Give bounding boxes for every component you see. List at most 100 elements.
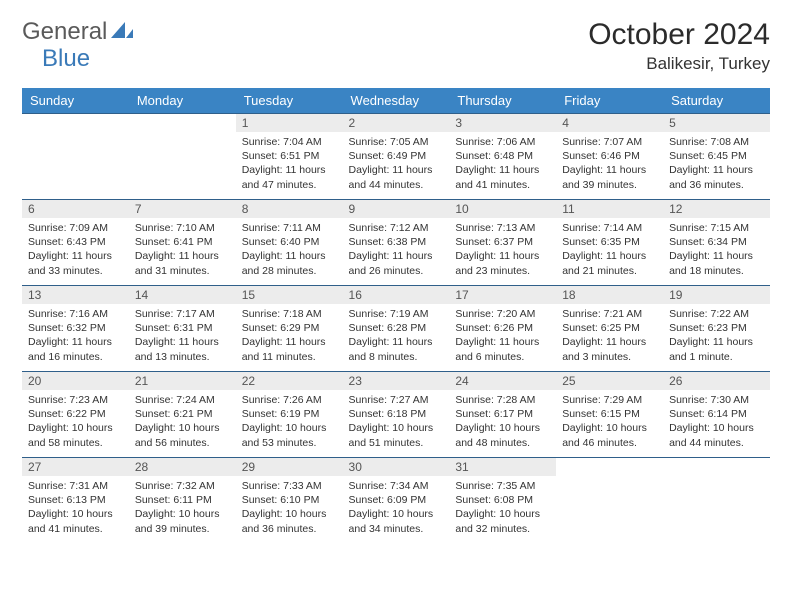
day-info: Sunrise: 7:23 AMSunset: 6:22 PMDaylight:… xyxy=(22,390,129,454)
calendar-cell: 26Sunrise: 7:30 AMSunset: 6:14 PMDayligh… xyxy=(663,372,770,458)
calendar-week-row: 13Sunrise: 7:16 AMSunset: 6:32 PMDayligh… xyxy=(22,286,770,372)
day-number: 5 xyxy=(663,114,770,132)
day-number: 23 xyxy=(343,372,450,390)
calendar-cell: 19Sunrise: 7:22 AMSunset: 6:23 PMDayligh… xyxy=(663,286,770,372)
calendar-cell: 31Sunrise: 7:35 AMSunset: 6:08 PMDayligh… xyxy=(449,458,556,544)
day-number: 3 xyxy=(449,114,556,132)
calendar-cell: 9Sunrise: 7:12 AMSunset: 6:38 PMDaylight… xyxy=(343,200,450,286)
day-info: Sunrise: 7:33 AMSunset: 6:10 PMDaylight:… xyxy=(236,476,343,540)
day-info: Sunrise: 7:30 AMSunset: 6:14 PMDaylight:… xyxy=(663,390,770,454)
day-info: Sunrise: 7:14 AMSunset: 6:35 PMDaylight:… xyxy=(556,218,663,282)
day-number: 19 xyxy=(663,286,770,304)
calendar-cell: 25Sunrise: 7:29 AMSunset: 6:15 PMDayligh… xyxy=(556,372,663,458)
day-info: Sunrise: 7:17 AMSunset: 6:31 PMDaylight:… xyxy=(129,304,236,368)
day-header: Monday xyxy=(129,88,236,114)
day-info: Sunrise: 7:08 AMSunset: 6:45 PMDaylight:… xyxy=(663,132,770,196)
day-header: Tuesday xyxy=(236,88,343,114)
day-number: 1 xyxy=(236,114,343,132)
calendar-cell: 6Sunrise: 7:09 AMSunset: 6:43 PMDaylight… xyxy=(22,200,129,286)
day-info: Sunrise: 7:21 AMSunset: 6:25 PMDaylight:… xyxy=(556,304,663,368)
day-info: Sunrise: 7:27 AMSunset: 6:18 PMDaylight:… xyxy=(343,390,450,454)
day-number: 12 xyxy=(663,200,770,218)
calendar-cell: 5Sunrise: 7:08 AMSunset: 6:45 PMDaylight… xyxy=(663,114,770,200)
day-number: 21 xyxy=(129,372,236,390)
day-info: Sunrise: 7:05 AMSunset: 6:49 PMDaylight:… xyxy=(343,132,450,196)
day-info: Sunrise: 7:18 AMSunset: 6:29 PMDaylight:… xyxy=(236,304,343,368)
day-number: 4 xyxy=(556,114,663,132)
calendar-cell: .. xyxy=(129,114,236,200)
logo-text-blue: Blue xyxy=(42,45,90,73)
day-number: 25 xyxy=(556,372,663,390)
calendar-cell: 30Sunrise: 7:34 AMSunset: 6:09 PMDayligh… xyxy=(343,458,450,544)
day-number: 9 xyxy=(343,200,450,218)
calendar-cell: 1Sunrise: 7:04 AMSunset: 6:51 PMDaylight… xyxy=(236,114,343,200)
calendar-cell: 7Sunrise: 7:10 AMSunset: 6:41 PMDaylight… xyxy=(129,200,236,286)
calendar-cell: 14Sunrise: 7:17 AMSunset: 6:31 PMDayligh… xyxy=(129,286,236,372)
day-info: Sunrise: 7:20 AMSunset: 6:26 PMDaylight:… xyxy=(449,304,556,368)
calendar-cell: 18Sunrise: 7:21 AMSunset: 6:25 PMDayligh… xyxy=(556,286,663,372)
day-info: Sunrise: 7:16 AMSunset: 6:32 PMDaylight:… xyxy=(22,304,129,368)
calendar-cell: 23Sunrise: 7:27 AMSunset: 6:18 PMDayligh… xyxy=(343,372,450,458)
calendar-cell: 3Sunrise: 7:06 AMSunset: 6:48 PMDaylight… xyxy=(449,114,556,200)
day-number: 14 xyxy=(129,286,236,304)
day-number: 18 xyxy=(556,286,663,304)
day-number: 28 xyxy=(129,458,236,476)
day-info: Sunrise: 7:09 AMSunset: 6:43 PMDaylight:… xyxy=(22,218,129,282)
calendar-cell: 24Sunrise: 7:28 AMSunset: 6:17 PMDayligh… xyxy=(449,372,556,458)
day-info: Sunrise: 7:24 AMSunset: 6:21 PMDaylight:… xyxy=(129,390,236,454)
calendar-cell: 8Sunrise: 7:11 AMSunset: 6:40 PMDaylight… xyxy=(236,200,343,286)
calendar-week-row: 27Sunrise: 7:31 AMSunset: 6:13 PMDayligh… xyxy=(22,458,770,544)
day-info: Sunrise: 7:04 AMSunset: 6:51 PMDaylight:… xyxy=(236,132,343,196)
day-number: 29 xyxy=(236,458,343,476)
day-number: 17 xyxy=(449,286,556,304)
day-info: Sunrise: 7:32 AMSunset: 6:11 PMDaylight:… xyxy=(129,476,236,540)
calendar-table: SundayMondayTuesdayWednesdayThursdayFrid… xyxy=(22,88,770,544)
day-number: 11 xyxy=(556,200,663,218)
day-number: 10 xyxy=(449,200,556,218)
logo-sail-icon xyxy=(111,20,133,45)
calendar-cell: 4Sunrise: 7:07 AMSunset: 6:46 PMDaylight… xyxy=(556,114,663,200)
calendar-cell: .. xyxy=(22,114,129,200)
day-header: Saturday xyxy=(663,88,770,114)
calendar-cell: 22Sunrise: 7:26 AMSunset: 6:19 PMDayligh… xyxy=(236,372,343,458)
day-info: Sunrise: 7:07 AMSunset: 6:46 PMDaylight:… xyxy=(556,132,663,196)
title-block: October 2024 Balikesir, Turkey xyxy=(588,18,770,74)
day-number: 13 xyxy=(22,286,129,304)
calendar-cell: 28Sunrise: 7:32 AMSunset: 6:11 PMDayligh… xyxy=(129,458,236,544)
day-info: Sunrise: 7:13 AMSunset: 6:37 PMDaylight:… xyxy=(449,218,556,282)
day-info: Sunrise: 7:29 AMSunset: 6:15 PMDaylight:… xyxy=(556,390,663,454)
day-header: Sunday xyxy=(22,88,129,114)
location-label: Balikesir, Turkey xyxy=(588,54,770,74)
day-header: Friday xyxy=(556,88,663,114)
calendar-cell: 15Sunrise: 7:18 AMSunset: 6:29 PMDayligh… xyxy=(236,286,343,372)
day-number: 6 xyxy=(22,200,129,218)
day-info: Sunrise: 7:34 AMSunset: 6:09 PMDaylight:… xyxy=(343,476,450,540)
calendar-header-row: SundayMondayTuesdayWednesdayThursdayFrid… xyxy=(22,88,770,114)
day-info: Sunrise: 7:19 AMSunset: 6:28 PMDaylight:… xyxy=(343,304,450,368)
calendar-week-row: ....1Sunrise: 7:04 AMSunset: 6:51 PMDayl… xyxy=(22,114,770,200)
calendar-cell: .. xyxy=(556,458,663,544)
day-number: 27 xyxy=(22,458,129,476)
day-info: Sunrise: 7:12 AMSunset: 6:38 PMDaylight:… xyxy=(343,218,450,282)
day-header: Wednesday xyxy=(343,88,450,114)
day-info: Sunrise: 7:22 AMSunset: 6:23 PMDaylight:… xyxy=(663,304,770,368)
day-info: Sunrise: 7:31 AMSunset: 6:13 PMDaylight:… xyxy=(22,476,129,540)
calendar-cell: 10Sunrise: 7:13 AMSunset: 6:37 PMDayligh… xyxy=(449,200,556,286)
logo: General xyxy=(22,18,135,46)
calendar-week-row: 20Sunrise: 7:23 AMSunset: 6:22 PMDayligh… xyxy=(22,372,770,458)
day-number: 7 xyxy=(129,200,236,218)
calendar-cell: 12Sunrise: 7:15 AMSunset: 6:34 PMDayligh… xyxy=(663,200,770,286)
day-number: 22 xyxy=(236,372,343,390)
day-number: 15 xyxy=(236,286,343,304)
day-info: Sunrise: 7:11 AMSunset: 6:40 PMDaylight:… xyxy=(236,218,343,282)
day-number: 2 xyxy=(343,114,450,132)
day-info: Sunrise: 7:10 AMSunset: 6:41 PMDaylight:… xyxy=(129,218,236,282)
day-info: Sunrise: 7:06 AMSunset: 6:48 PMDaylight:… xyxy=(449,132,556,196)
day-header: Thursday xyxy=(449,88,556,114)
calendar-cell: 21Sunrise: 7:24 AMSunset: 6:21 PMDayligh… xyxy=(129,372,236,458)
calendar-cell: 13Sunrise: 7:16 AMSunset: 6:32 PMDayligh… xyxy=(22,286,129,372)
day-info: Sunrise: 7:28 AMSunset: 6:17 PMDaylight:… xyxy=(449,390,556,454)
calendar-cell: 20Sunrise: 7:23 AMSunset: 6:22 PMDayligh… xyxy=(22,372,129,458)
page-title: October 2024 xyxy=(588,18,770,52)
day-number: 8 xyxy=(236,200,343,218)
